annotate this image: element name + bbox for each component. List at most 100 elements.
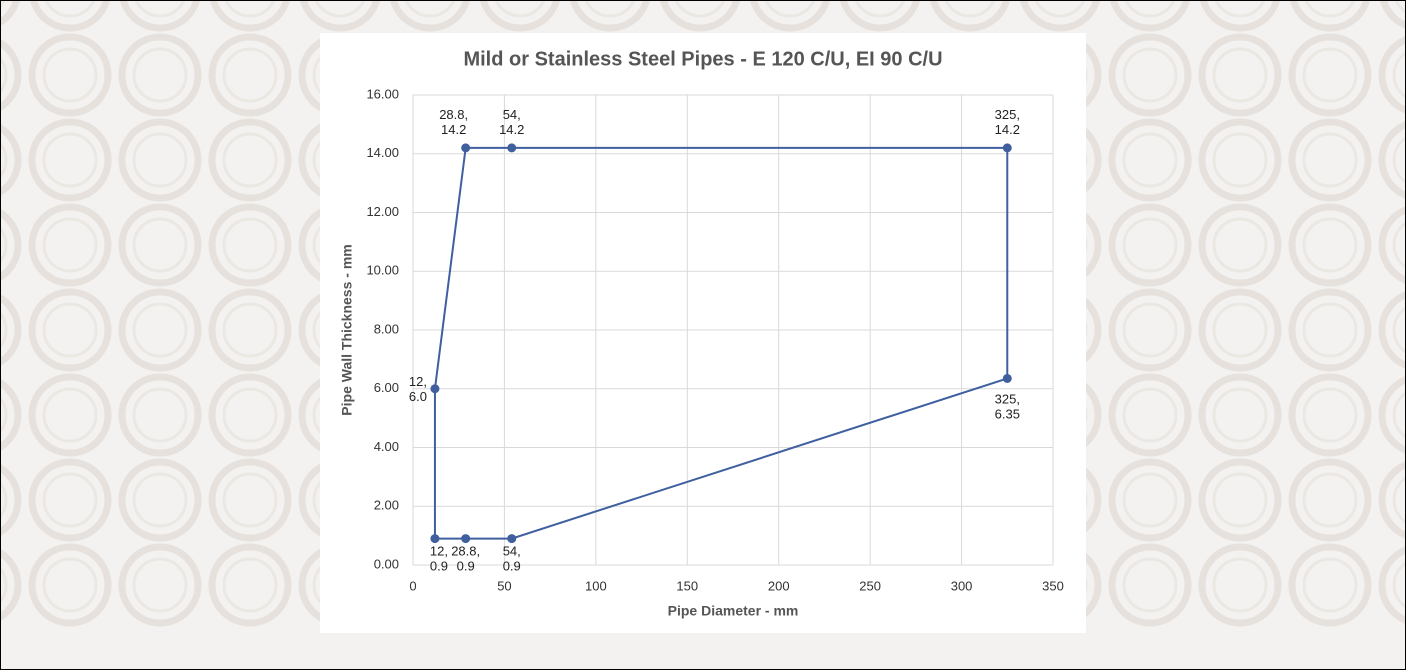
- watermark-ring: [1212, 472, 1268, 528]
- data-label: 12, 0.9: [430, 544, 448, 574]
- data-point: [1002, 143, 1012, 153]
- watermark-ring: [1288, 118, 1372, 202]
- watermark-ring: [224, 0, 276, 18]
- watermark-ring: [118, 288, 202, 372]
- watermark-ring: [1288, 373, 1372, 457]
- watermark-ring: [42, 302, 98, 358]
- watermark-ring: [0, 208, 22, 282]
- watermark-ring: [1378, 375, 1406, 455]
- watermark-ring: [314, 0, 366, 18]
- watermark-ring: [1392, 391, 1406, 439]
- watermark-ring: [134, 0, 186, 18]
- watermark-ring: [0, 38, 22, 112]
- watermark-ring: [222, 302, 278, 358]
- watermark-ring: [209, 0, 291, 32]
- watermark-ring: [222, 387, 278, 443]
- watermark-ring: [479, 0, 561, 32]
- watermark-ring: [764, 0, 816, 18]
- y-axis-label: Pipe Wall Thickness - mm: [339, 244, 355, 415]
- watermark-ring: [1302, 47, 1358, 103]
- data-label: 54, 14.2: [499, 107, 524, 137]
- watermark-ring: [1108, 543, 1192, 627]
- watermark-ring: [1122, 557, 1178, 613]
- watermark-ring: [1378, 205, 1406, 285]
- watermark-ring: [0, 311, 8, 349]
- watermark-ring: [1198, 458, 1282, 542]
- watermark-ring: [569, 0, 651, 32]
- watermark-ring: [118, 118, 202, 202]
- watermark-ring: [1019, 0, 1101, 32]
- watermark-ring: [1198, 118, 1282, 202]
- watermark-ring: [1122, 47, 1178, 103]
- watermark-ring: [28, 458, 112, 542]
- watermark-ring: [1392, 221, 1406, 269]
- watermark-ring: [222, 472, 278, 528]
- watermark-ring: [1198, 288, 1282, 372]
- watermark-ring: [1378, 460, 1406, 540]
- watermark-ring: [0, 141, 8, 179]
- watermark-ring: [1378, 35, 1406, 115]
- watermark-ring: [28, 203, 112, 287]
- watermark-ring: [0, 56, 8, 94]
- watermark-ring: [28, 373, 112, 457]
- watermark-ring: [208, 543, 292, 627]
- watermark-ring: [132, 302, 188, 358]
- data-label: 325, 14.2: [995, 107, 1020, 137]
- watermark-ring: [299, 0, 381, 32]
- watermark-ring: [208, 33, 292, 117]
- watermark-ring: [1198, 373, 1282, 457]
- watermark-ring: [1108, 118, 1192, 202]
- watermark-ring: [1304, 0, 1356, 18]
- watermark-ring: [929, 0, 1011, 32]
- watermark-ring: [132, 217, 188, 273]
- watermark-ring: [1212, 217, 1268, 273]
- watermark-ring: [1302, 302, 1358, 358]
- watermark-ring: [118, 543, 202, 627]
- watermark-ring: [674, 0, 726, 18]
- y-tick-label: 8.00: [374, 321, 399, 336]
- watermark-ring: [1122, 217, 1178, 273]
- watermark-ring: [1392, 476, 1406, 524]
- watermark-ring: [1108, 203, 1192, 287]
- watermark-ring: [42, 132, 98, 188]
- watermark-ring: [0, 463, 22, 537]
- watermark-ring: [854, 0, 906, 18]
- watermark-ring: [42, 472, 98, 528]
- x-tick-label: 300: [951, 578, 973, 593]
- watermark-ring: [118, 203, 202, 287]
- y-tick-label: 12.00: [366, 204, 399, 219]
- watermark-ring: [28, 288, 112, 372]
- watermark-ring: [1392, 51, 1406, 99]
- watermark-ring: [1288, 203, 1372, 287]
- watermark-ring: [132, 132, 188, 188]
- y-tick-label: 4.00: [374, 439, 399, 454]
- watermark-ring: [1378, 120, 1406, 200]
- watermark-ring: [0, 396, 8, 434]
- watermark-ring: [404, 0, 456, 18]
- watermark-ring: [132, 47, 188, 103]
- watermark-ring: [659, 0, 741, 32]
- watermark-ring: [1214, 0, 1266, 18]
- watermark-ring: [1392, 306, 1406, 354]
- watermark-ring: [208, 288, 292, 372]
- watermark-ring: [944, 0, 996, 18]
- watermark-ring: [1288, 543, 1372, 627]
- watermark-ring: [222, 217, 278, 273]
- data-label: 28.8, 14.2: [439, 107, 468, 137]
- watermark-ring: [28, 33, 112, 117]
- watermark-ring: [42, 47, 98, 103]
- watermark-ring: [28, 118, 112, 202]
- data-label: 12, 6.0: [409, 374, 427, 404]
- x-tick-label: 200: [768, 578, 790, 593]
- data-point: [430, 384, 440, 394]
- watermark-ring: [0, 293, 22, 367]
- watermark-ring: [1108, 458, 1192, 542]
- data-label: 325, 6.35: [995, 392, 1020, 422]
- watermark-ring: [132, 387, 188, 443]
- watermark-ring: [0, 378, 22, 452]
- data-label: 28.8, 0.9: [451, 544, 480, 574]
- watermark-ring: [1108, 33, 1192, 117]
- watermark-ring: [1199, 0, 1281, 32]
- watermark-ring: [1378, 290, 1406, 370]
